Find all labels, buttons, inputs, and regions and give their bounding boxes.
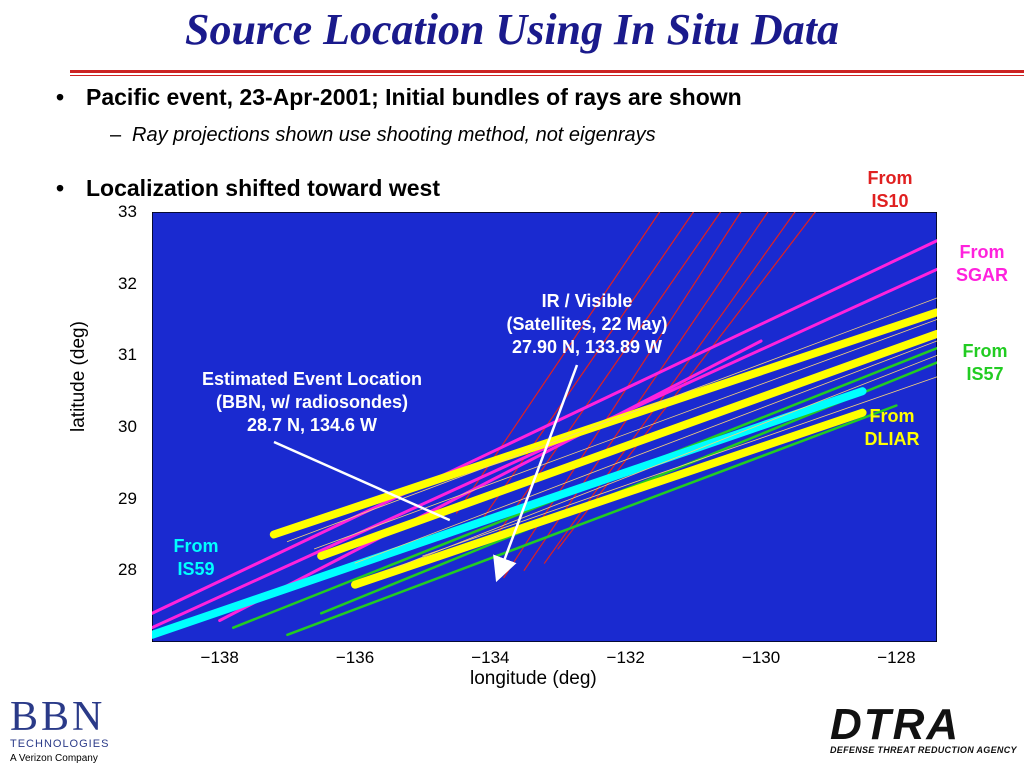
sgar-ray-2	[218, 339, 763, 622]
sgar-ray-0	[152, 239, 937, 615]
x-tick-label: −138	[200, 648, 239, 667]
label-dliar-line1: From	[869, 406, 915, 426]
ray-ray-0	[286, 297, 937, 543]
label-dliar: From DLIAR	[852, 405, 932, 451]
label-is10-line2: IS10	[871, 191, 909, 211]
is10-ray-3	[503, 212, 742, 579]
label-sgar-line1: From	[959, 242, 1005, 262]
title-divider-thin	[70, 75, 1024, 76]
y-tick-label: 28	[118, 560, 137, 580]
x-axis-label: longitude (deg)	[470, 668, 597, 689]
y-tick-label: 31	[118, 345, 137, 365]
sgar-ray-1	[152, 267, 937, 630]
annotation-est-line1: Estimated Event Location	[201, 369, 423, 389]
dtra-logo: DTRA DEFENSE THREAT REDUCTION AGENCY	[830, 700, 1017, 756]
ray-ray-2	[354, 340, 937, 564]
sub-bullet-1: – Ray projections shown use shooting met…	[110, 124, 656, 147]
bbn-logo-tagline: A Verizon Company	[10, 753, 98, 764]
bbn-logo-subtitle: TECHNOLOGIES	[10, 738, 110, 750]
x-tick-label: −132	[606, 648, 645, 667]
bullet-2: • Localization shifted toward west	[56, 175, 440, 202]
label-sgar-line2: SGAR	[955, 265, 1008, 285]
annotation-ir-line2: (Satellites, 22 May)	[506, 314, 668, 334]
y-tick-label: 33	[118, 202, 137, 221]
annotation-ir-line1: IR / Visible	[541, 291, 633, 311]
annotation-arrow-0	[493, 364, 579, 583]
x-tick-label: −128	[877, 648, 916, 667]
bullet-2-text: Localization shifted toward west	[86, 175, 440, 201]
is10-ray-1	[476, 212, 694, 528]
label-is57: From IS57	[945, 340, 1024, 386]
ray-ray-4	[422, 376, 937, 557]
title-divider	[70, 70, 1024, 73]
bullet-dot: •	[56, 84, 65, 110]
label-is59-line2: IS59	[177, 559, 215, 579]
dtra-logo-text: DTRA	[830, 700, 961, 749]
bullet-dot: •	[56, 175, 65, 201]
y-axis-label: latitude (deg)	[68, 321, 89, 432]
label-is57-line1: From	[962, 341, 1008, 361]
slide-title: Source Location Using In Situ Data	[184, 5, 840, 54]
dliar-ray-0	[269, 308, 937, 539]
bullet-1: • Pacific event, 23-Apr-2001; Initial bu…	[56, 84, 742, 111]
ray-plot	[152, 212, 937, 642]
x-tick-label: −130	[741, 648, 781, 667]
sub-bullet-dash: –	[110, 124, 122, 146]
x-tick-label: −136	[335, 648, 375, 667]
annotation-ir-line3: 27.90 N, 133.89 W	[511, 337, 663, 357]
annotation-est-line3: 28.7 N, 134.6 W	[246, 415, 378, 435]
annotation-estimated-location: Estimated Event Location (BBN, w/ radios…	[162, 368, 462, 437]
y-tick-label: 30	[118, 417, 137, 436]
label-dliar-line2: DLIAR	[864, 429, 920, 449]
bbn-logo-text: BBN	[10, 694, 106, 740]
y-tick-label: 32	[118, 273, 137, 293]
dliar-ray-1	[317, 329, 937, 560]
bullet-1-text: Pacific event, 23-Apr-2001; Initial bund…	[86, 84, 742, 110]
arrow-layer	[273, 364, 579, 583]
annotation-est-line2: (BBN, w/ radiosondes)	[215, 392, 408, 412]
y-tick-label: 29	[118, 488, 137, 508]
label-is10-line1: From	[867, 168, 913, 188]
label-is57-line2: IS57	[966, 364, 1004, 384]
ray-ray-1	[314, 319, 937, 550]
sub-bullet-1-text: Ray projections shown use shooting metho…	[132, 124, 656, 146]
is57-ray-2	[286, 404, 898, 637]
label-is59-line1: From	[173, 536, 219, 556]
label-is10: From IS10	[850, 167, 930, 213]
dtra-logo-subtitle: DEFENSE THREAT REDUCTION AGENCY	[830, 745, 1017, 755]
label-is59: From IS59	[156, 535, 236, 581]
ray-ray-3	[388, 354, 937, 571]
bbn-logo: BBN TECHNOLOGIES A Verizon Company	[10, 696, 109, 764]
x-tick-label: −134	[471, 648, 510, 667]
dliar-ray-2	[351, 408, 867, 589]
label-sgar: From SGAR	[942, 241, 1022, 287]
annotation-arrow-1	[273, 440, 451, 522]
annotation-ir-visible: IR / Visible (Satellites, 22 May) 27.90 …	[472, 290, 702, 359]
is59-ray-0	[152, 387, 867, 639]
